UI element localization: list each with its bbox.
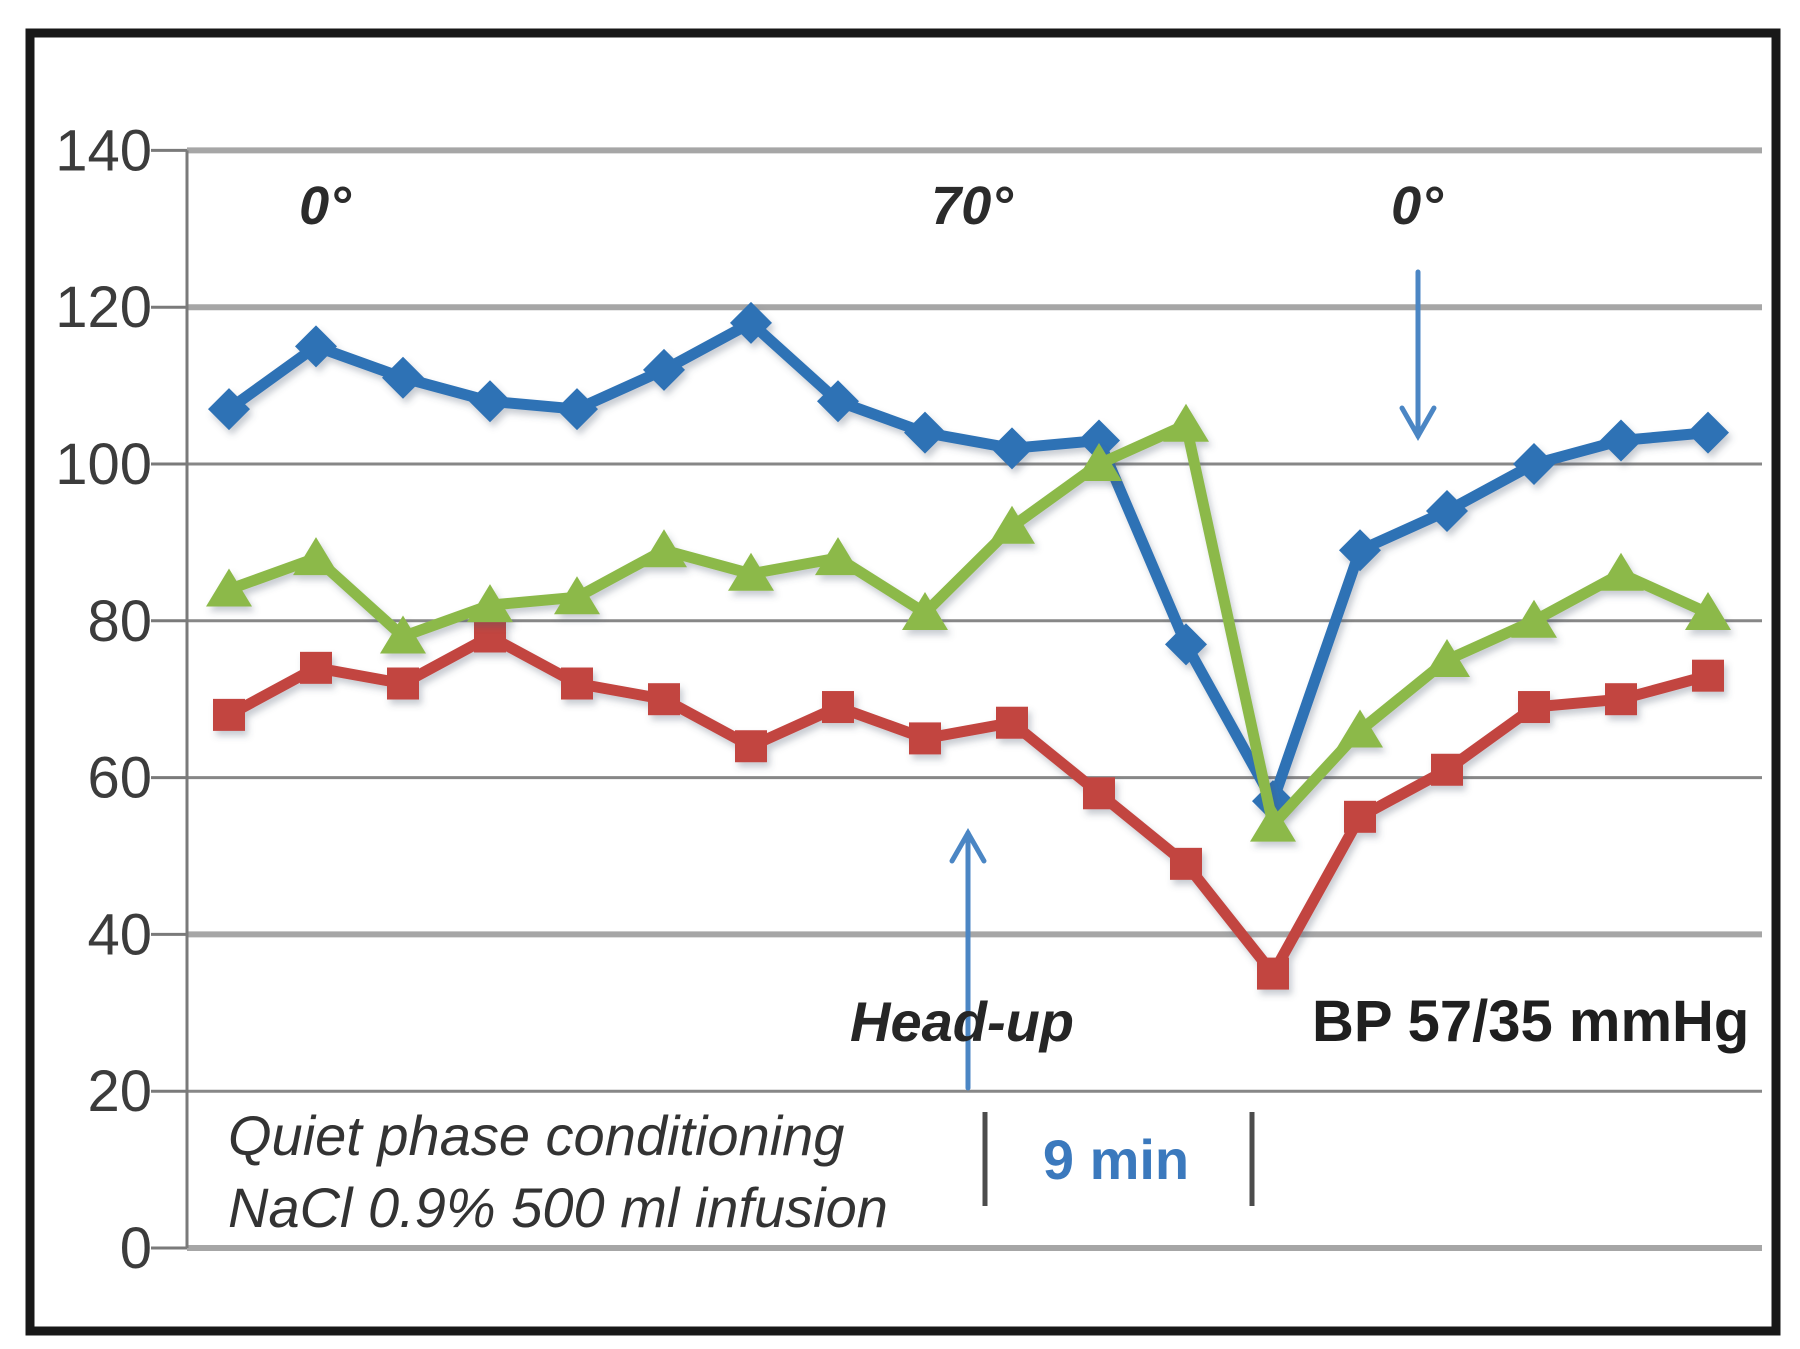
series-green-triangle-marker [1598,552,1644,591]
series-red-square-marker [474,620,506,653]
series-blue-diamond-marker [208,388,250,431]
y-axis [151,148,189,1250]
series-green-triangle-marker [989,505,1035,544]
series-blue-diamond-marker [904,411,946,454]
interval-duration-label: 9 min [1043,1128,1189,1191]
bp-nadir-label: BP 57/35 mmHg [1312,989,1749,1054]
series-red-square-marker [1170,847,1202,880]
head-up-label: Head-up [850,990,1074,1053]
y-tick-label-100: 100 [55,432,152,497]
tilt-label-1: 70° [931,176,1013,236]
head-up-arrow-icon-head [949,827,987,864]
series-blue-diamond-marker [1687,411,1729,454]
series-red-square-marker [1518,691,1550,724]
series-green-triangle-marker [1076,443,1122,481]
series-green-triangle-marker [815,537,861,576]
series-red-square-marker [561,667,593,700]
y-tick-label-140: 140 [55,118,152,183]
tilt-down-arrow-icon-head [1399,405,1437,442]
series-blue-diamond-marker [382,356,424,399]
y-tick-label-80: 80 [87,589,152,654]
series-red-square-marker [735,730,767,763]
series-green-triangle-marker [1250,803,1296,842]
series-red-square-marker [387,667,419,700]
series-red-square-marker [1083,777,1115,810]
series-green-triangle-marker [380,615,426,654]
head-up-arrow-icon [949,827,987,1091]
series-green-triangle-marker [902,591,948,630]
tilt-label-0: 0° [299,176,351,236]
series-red-square-marker [1257,957,1289,990]
series-green-triangle-marker [1511,599,1557,638]
tilt-label-2: 0° [1391,176,1443,236]
series-red-square-marker [822,691,854,724]
series-green-triangle-marker [1685,591,1731,630]
series-red-square-marker [909,722,941,755]
series-green-triangle-marker [467,584,513,623]
y-tick-label-120: 120 [55,275,152,340]
series-red-square-marker [213,698,245,731]
caption-line-1: Quiet phase conditioning [228,1104,844,1167]
y-tick-label-20: 20 [87,1059,152,1124]
series-blue-diamond-marker [1339,529,1381,572]
series-blue-diamond-marker [991,427,1033,470]
series-blue-diamond-marker [295,325,337,368]
series-blue-diamond [208,301,1729,823]
series-blue-diamond-marker [817,380,859,423]
series-red-square-marker [1692,659,1724,692]
caption-line-2: NaCl 0.9% 500 ml infusion [228,1176,888,1239]
series-green-triangle-marker [728,552,774,591]
series-green-triangle-marker [641,529,687,568]
series-red-square-marker [1344,800,1376,833]
series-red-square [213,620,1724,990]
series-green-triangle [206,403,1731,842]
y-tick-label-0: 0 [120,1216,152,1281]
series-red-square-marker [300,651,332,684]
series-blue-diamond-marker [1078,419,1120,462]
y-tick-label-40: 40 [87,902,152,967]
series-blue-diamond-marker [1165,623,1207,666]
series-green-triangle-marker [1424,639,1470,677]
tilt-down-arrow-icon [1399,269,1437,442]
series-blue-diamond-marker [1600,419,1642,462]
series-green-triangle-marker [206,568,252,607]
series-red-square-marker [1431,753,1463,786]
series-blue-diamond-marker [469,380,511,423]
series-green-triangle-marker [1163,403,1209,442]
series-red-square-marker [996,706,1028,739]
series-blue-diamond-marker [556,388,598,431]
series-blue-diamond-marker [643,348,685,391]
y-tick-label-60: 60 [87,746,152,811]
series-green-triangle-marker [293,537,339,576]
series-blue-diamond-marker [1513,443,1555,485]
series-green-triangle-marker [554,576,600,615]
figure-border [25,28,1781,1336]
series-red-square-marker [648,683,680,716]
series-blue-diamond-marker [1426,490,1468,533]
annotations: 0° 70° 0° Head-up BP 57/35 mmHg Quiet phase c… [228,176,1749,1239]
series-blue-diamond-marker [730,301,772,344]
y-tick-labels: 0 20 40 60 80 100 120 140 [55,118,152,1281]
series-red-square-marker [1605,683,1637,716]
series-green-triangle-marker [1337,709,1383,748]
